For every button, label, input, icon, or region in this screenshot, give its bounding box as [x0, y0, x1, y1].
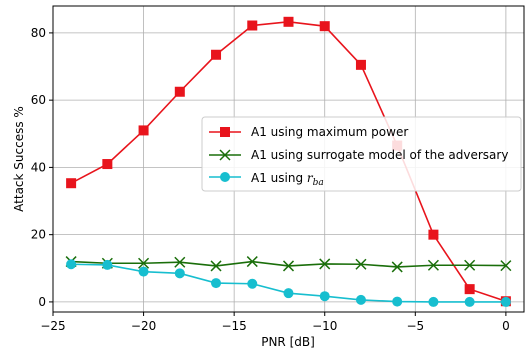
data-point-surrogate-model — [174, 256, 186, 268]
tick-layer: −25 −20 −15 −10 −5 0 0 20 40 60 80 — [31, 26, 510, 333]
data-point-maximum-power — [174, 86, 185, 97]
legend-marker-r-ba — [220, 172, 230, 182]
data-point-surrogate-model — [500, 260, 512, 272]
data-point-r-ba — [102, 259, 113, 270]
x-tick-label: −10 — [312, 319, 337, 333]
y-tick-label: 0 — [38, 295, 46, 309]
legend-label-r-ba-var: r — [307, 171, 314, 185]
x-tick-label: −25 — [40, 319, 65, 333]
legend-entry-r-ba: A1 using rba — [209, 171, 324, 188]
plot-frame — [52, 5, 525, 313]
x-tick-label: 0 — [502, 319, 510, 333]
legend-label-r-ba-sub: ba — [313, 178, 324, 188]
legend-label-r-ba: A1 using rba — [251, 171, 324, 188]
legend-label-surrogate-model: A1 using surrogate model of the adversar… — [251, 148, 508, 162]
data-point-r-ba — [464, 296, 475, 307]
data-point-r-ba — [428, 296, 439, 307]
data-point-surrogate-model — [427, 259, 439, 271]
y-axis-label: Attack Success % — [12, 106, 26, 212]
data-point-surrogate-model — [355, 258, 367, 270]
y-tick-label: 60 — [31, 93, 46, 107]
data-point-r-ba — [66, 259, 77, 270]
x-tick-label: −20 — [131, 319, 156, 333]
legend-label-r-ba-prefix: A1 using — [251, 171, 307, 185]
data-point-maximum-power — [102, 159, 113, 170]
data-point-surrogate-model — [246, 256, 258, 268]
legend: A1 using maximum power A1 using surrogat… — [201, 116, 522, 192]
data-point-r-ba — [211, 278, 222, 289]
data-point-surrogate-model — [464, 259, 476, 271]
data-point-r-ba — [174, 268, 185, 279]
data-point-maximum-power — [464, 284, 475, 295]
legend-box — [201, 116, 522, 192]
data-point-maximum-power — [319, 21, 330, 32]
data-point-maximum-power — [138, 125, 149, 136]
legend-entry-surrogate-model: A1 using surrogate model of the adversar… — [209, 148, 508, 162]
data-point-maximum-power — [247, 20, 258, 31]
data-point-maximum-power — [211, 49, 222, 60]
x-tick-label: −5 — [406, 319, 424, 333]
y-tick-label: 20 — [31, 228, 46, 242]
legend-marker-maximum-power — [220, 127, 230, 137]
data-point-surrogate-model — [282, 260, 295, 272]
data-point-maximum-power — [428, 229, 439, 240]
x-tick-label: −15 — [221, 319, 246, 333]
legend-entry-maximum-power: A1 using maximum power — [209, 125, 408, 139]
data-point-r-ba — [138, 266, 149, 277]
data-point-r-ba — [500, 296, 511, 307]
data-point-maximum-power — [66, 178, 77, 189]
data-point-surrogate-model — [138, 257, 150, 269]
data-point-surrogate-model — [391, 261, 403, 273]
data-point-surrogate-model — [319, 258, 331, 270]
data-point-surrogate-model — [210, 260, 222, 272]
y-tick-label: 40 — [31, 160, 46, 174]
data-point-r-ba — [355, 294, 366, 305]
legend-label-maximum-power: A1 using maximum power — [251, 125, 408, 139]
legend-marker-surrogate-model — [219, 149, 231, 161]
x-axis-label: PNR [dB] — [261, 335, 315, 349]
data-point-r-ba — [319, 291, 330, 302]
y-tick-label: 80 — [31, 26, 46, 40]
data-point-r-ba — [247, 278, 258, 289]
data-point-r-ba — [283, 288, 294, 299]
data-point-r-ba — [392, 296, 403, 307]
data-point-maximum-power — [283, 16, 294, 27]
data-point-maximum-power — [355, 59, 366, 70]
